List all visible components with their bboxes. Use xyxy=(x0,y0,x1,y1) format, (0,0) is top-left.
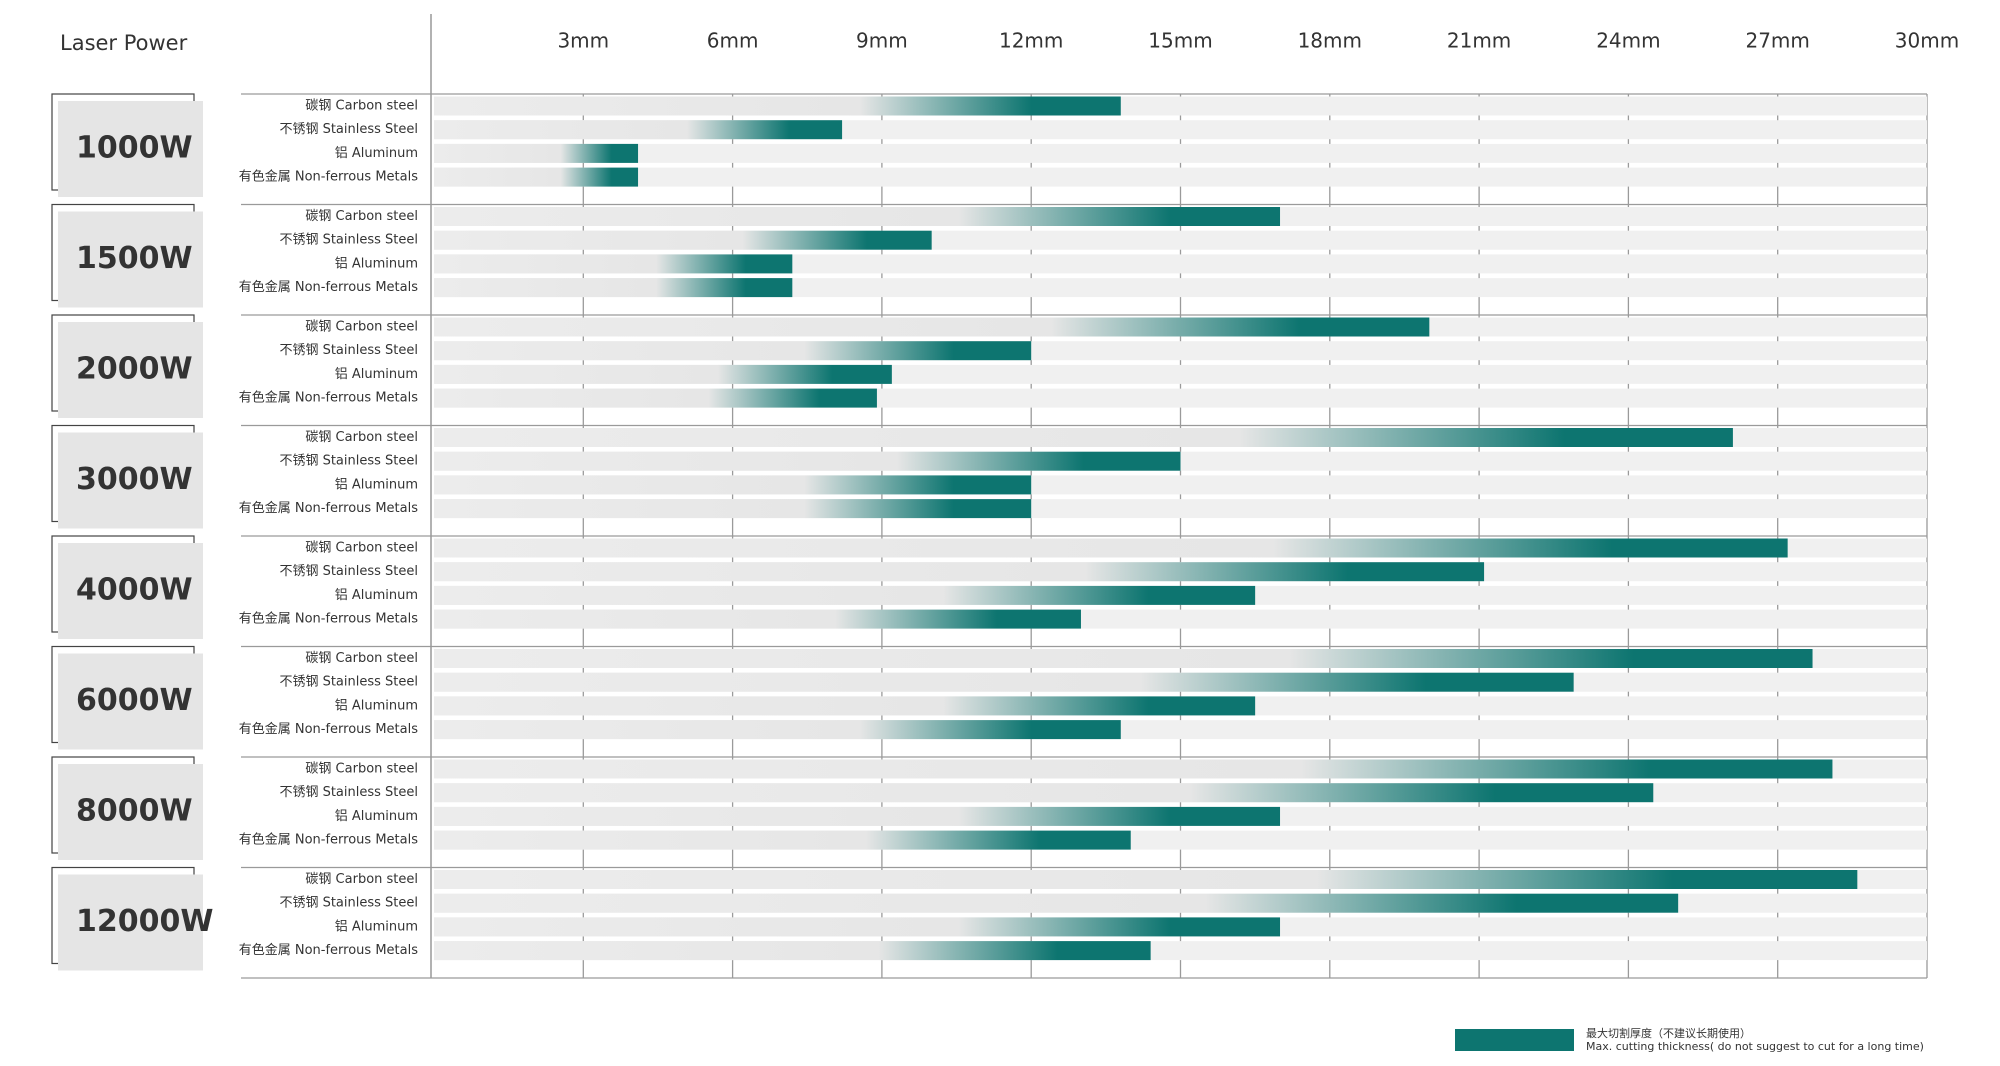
bar xyxy=(434,364,892,384)
power-label: 2000W xyxy=(76,352,193,387)
bar-track xyxy=(434,143,1927,163)
bar xyxy=(434,317,1430,337)
bar xyxy=(434,830,1131,850)
bar xyxy=(434,388,877,408)
bar-track xyxy=(434,167,1927,187)
x-tick-label: 3mm xyxy=(557,29,609,53)
category-label: 有色金属 Non-ferrous Metals xyxy=(239,611,418,627)
x-tick-label: 9mm xyxy=(856,29,908,53)
x-tick-label: 21mm xyxy=(1447,29,1511,53)
x-tick-label: 6mm xyxy=(707,29,759,53)
category-label: 铝 Aluminum xyxy=(335,919,418,934)
power-label: 3000W xyxy=(76,462,193,497)
category-label: 不锈钢 Stainless Steel xyxy=(279,896,418,911)
legend-label: Max. cutting thickness( do not suggest t… xyxy=(1586,1040,1924,1053)
power-box xyxy=(58,653,203,750)
category-label: 不锈钢 Stainless Steel xyxy=(279,675,418,690)
category-label: 碳钢 Carbon steel xyxy=(305,651,418,666)
bar xyxy=(434,672,1574,692)
bar xyxy=(434,254,793,274)
category-label: 碳钢 Carbon steel xyxy=(305,872,418,887)
category-label: 有色金属 Non-ferrous Metals xyxy=(239,500,418,516)
category-label: 碳钢 Carbon steel xyxy=(305,209,418,224)
y-axis-label: Laser Power xyxy=(60,31,188,55)
bar xyxy=(434,341,1032,361)
category-label: 不锈钢 Stainless Steel xyxy=(279,454,418,469)
bar xyxy=(434,538,1788,558)
power-box xyxy=(58,211,203,308)
category-label: 有色金属 Non-ferrous Metals xyxy=(239,721,418,737)
category-label: 有色金属 Non-ferrous Metals xyxy=(239,832,418,848)
bar xyxy=(434,696,1256,716)
x-tick-label: 30mm xyxy=(1895,29,1959,53)
power-box xyxy=(58,101,203,197)
bar xyxy=(434,499,1032,519)
bar xyxy=(434,167,639,187)
category-label: 铝 Aluminum xyxy=(335,698,418,713)
power-label: 6000W xyxy=(76,683,193,718)
x-tick-label: 24mm xyxy=(1596,29,1660,53)
bar xyxy=(434,207,1281,226)
category-label: 铝 Aluminum xyxy=(335,477,418,492)
bar xyxy=(434,759,1833,779)
bar xyxy=(434,428,1733,447)
power-label: 8000W xyxy=(76,794,193,829)
category-label: 碳钢 Carbon steel xyxy=(305,320,418,335)
bar xyxy=(434,917,1281,937)
power-label: 12000W xyxy=(76,904,213,939)
bar xyxy=(434,475,1032,495)
bar xyxy=(434,278,793,298)
category-label: 碳钢 Carbon steel xyxy=(305,430,418,445)
power-box xyxy=(58,874,203,971)
category-label: 铝 Aluminum xyxy=(335,809,418,824)
bar xyxy=(434,870,1858,889)
legend-swatch xyxy=(1455,1029,1574,1051)
category-label: 不锈钢 Stainless Steel xyxy=(279,122,418,137)
power-label: 1500W xyxy=(76,241,193,276)
category-label: 不锈钢 Stainless Steel xyxy=(279,564,418,579)
power-label: 4000W xyxy=(76,573,193,608)
bar xyxy=(434,96,1121,116)
category-label: 铝 Aluminum xyxy=(335,146,418,161)
bar xyxy=(434,230,932,250)
power-label: 1000W xyxy=(76,131,193,166)
category-label: 不锈钢 Stainless Steel xyxy=(279,785,418,800)
category-label: 有色金属 Non-ferrous Metals xyxy=(239,390,418,406)
bar xyxy=(434,893,1679,913)
bar xyxy=(434,720,1121,740)
x-tick-label: 27mm xyxy=(1745,29,1809,53)
x-tick-label: 15mm xyxy=(1148,29,1212,53)
category-label: 不锈钢 Stainless Steel xyxy=(279,233,418,248)
category-label: 铝 Aluminum xyxy=(335,588,418,603)
bar-track xyxy=(434,278,1927,298)
power-box xyxy=(58,764,203,860)
category-label: 有色金属 Non-ferrous Metals xyxy=(239,169,418,185)
bar xyxy=(434,783,1654,803)
category-label: 有色金属 Non-ferrous Metals xyxy=(239,942,418,958)
bar xyxy=(434,562,1485,582)
bar xyxy=(434,585,1256,605)
category-label: 有色金属 Non-ferrous Metals xyxy=(239,279,418,295)
bar xyxy=(434,120,843,140)
category-label: 碳钢 Carbon steel xyxy=(305,541,418,556)
category-label: 碳钢 Carbon steel xyxy=(305,762,418,777)
bar xyxy=(434,806,1281,826)
category-label: 不锈钢 Stainless Steel xyxy=(279,343,418,358)
power-box xyxy=(58,322,203,418)
bar xyxy=(434,649,1813,668)
category-label: 铝 Aluminum xyxy=(335,367,418,382)
bar xyxy=(434,143,639,163)
x-tick-label: 18mm xyxy=(1298,29,1362,53)
category-label: 铝 Aluminum xyxy=(335,256,418,271)
bar xyxy=(434,451,1181,471)
category-label: 碳钢 Carbon steel xyxy=(305,99,418,114)
power-box xyxy=(58,432,203,529)
power-box xyxy=(58,543,203,639)
legend-label: 最大切割厚度（不建议长期使用） xyxy=(1586,1026,1751,1040)
x-tick-label: 12mm xyxy=(999,29,1063,53)
bar xyxy=(434,609,1081,629)
bar xyxy=(434,941,1151,961)
bar-track xyxy=(434,254,1927,274)
